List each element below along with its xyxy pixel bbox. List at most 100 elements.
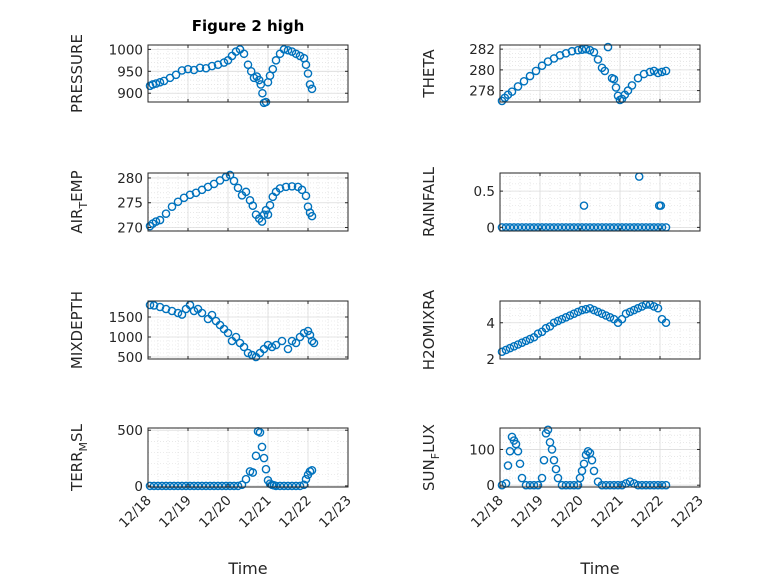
y-tick-label: 282 <box>469 42 495 58</box>
data-point <box>593 55 603 64</box>
data-point <box>149 301 159 310</box>
data-point <box>587 455 597 465</box>
data-point <box>661 66 671 76</box>
data-point <box>271 340 281 350</box>
data-point <box>157 481 167 491</box>
data-point <box>225 170 235 180</box>
data-point <box>521 336 531 346</box>
data-point <box>609 74 619 84</box>
data-point <box>189 481 199 491</box>
axes-frame <box>499 44 701 103</box>
data-point <box>637 480 647 490</box>
data-point <box>577 305 587 315</box>
data-point <box>271 56 281 65</box>
data-point <box>629 305 639 315</box>
data-point <box>497 480 507 490</box>
data-point <box>265 200 275 210</box>
x-tick-label: 12/18 <box>116 493 155 532</box>
data-point <box>565 480 575 490</box>
data-point <box>225 481 235 491</box>
data-point <box>605 313 615 322</box>
data-point <box>579 201 589 210</box>
data-point <box>193 481 203 491</box>
x-tick-label: 12/20 <box>196 493 235 532</box>
data-point <box>553 316 563 326</box>
data-point <box>307 84 317 94</box>
data-series <box>145 300 319 362</box>
data-point <box>309 338 319 348</box>
data-point <box>233 481 243 491</box>
y-tick-label: 4 <box>486 316 495 332</box>
data-point <box>258 88 267 98</box>
data-point <box>275 481 285 491</box>
y-tick-label: 0.5 <box>474 184 495 200</box>
data-point <box>177 66 187 75</box>
data-point <box>207 61 217 71</box>
data-point <box>601 480 611 490</box>
y-tick-label: 500 <box>117 423 143 439</box>
data-point <box>597 309 607 318</box>
data-point <box>539 455 549 465</box>
data-point <box>581 304 591 314</box>
data-point <box>625 307 635 317</box>
data-point <box>656 201 666 210</box>
data-point <box>567 46 577 56</box>
axes-frame <box>499 172 701 232</box>
y-tick-label: 278 <box>469 84 495 100</box>
y-axis-label: H2OMIXRA <box>420 289 438 370</box>
data-point <box>605 480 615 490</box>
data-point <box>589 47 599 57</box>
y-tick-label: 0 <box>486 220 495 236</box>
data-point <box>501 345 511 355</box>
data-point <box>657 480 667 490</box>
data-point <box>549 318 559 328</box>
axes-frame <box>499 300 701 360</box>
x-axis-label: Time <box>227 559 267 578</box>
data-point <box>205 481 215 491</box>
data-point <box>283 344 293 354</box>
data-point <box>185 481 195 491</box>
data-point <box>165 481 175 491</box>
x-tick-label: 12/23 <box>668 493 707 532</box>
data-point <box>653 68 663 78</box>
x-tick-label: 12/23 <box>316 493 355 532</box>
data-point <box>263 340 273 350</box>
data-point <box>173 197 183 207</box>
data-point <box>531 66 541 76</box>
data-point <box>569 480 579 490</box>
data-point <box>223 328 233 338</box>
data-point <box>649 480 659 490</box>
data-point <box>525 334 535 344</box>
data-point <box>645 67 655 77</box>
data-point <box>254 75 264 85</box>
data-point <box>151 79 161 88</box>
y-tick-label: 0 <box>134 479 143 495</box>
x-tick-label: 12/21 <box>236 493 275 532</box>
data-point <box>241 474 251 484</box>
y-axis-label: RAINFALL <box>420 166 438 237</box>
data-point <box>513 340 523 349</box>
data-point <box>525 480 535 490</box>
axes-frame <box>499 427 701 488</box>
data-point <box>617 480 627 490</box>
data-point <box>221 481 231 491</box>
data-point <box>287 481 297 491</box>
data-point <box>645 480 655 490</box>
data-point <box>171 70 181 80</box>
data-point <box>529 480 539 490</box>
data-point <box>301 191 311 201</box>
data-point <box>239 342 249 352</box>
data-point <box>537 61 547 71</box>
data-point <box>521 480 531 490</box>
data-point <box>303 69 313 78</box>
data-point <box>627 81 637 90</box>
data-point <box>267 342 277 352</box>
data-point <box>251 451 261 461</box>
data-point <box>649 302 659 311</box>
x-axis-label: Time <box>579 559 619 578</box>
data-point <box>181 481 191 491</box>
x-tick-label: 12/19 <box>508 493 547 532</box>
subplot-2: 278 280 282 THETA <box>420 42 701 106</box>
data-point <box>259 210 269 219</box>
